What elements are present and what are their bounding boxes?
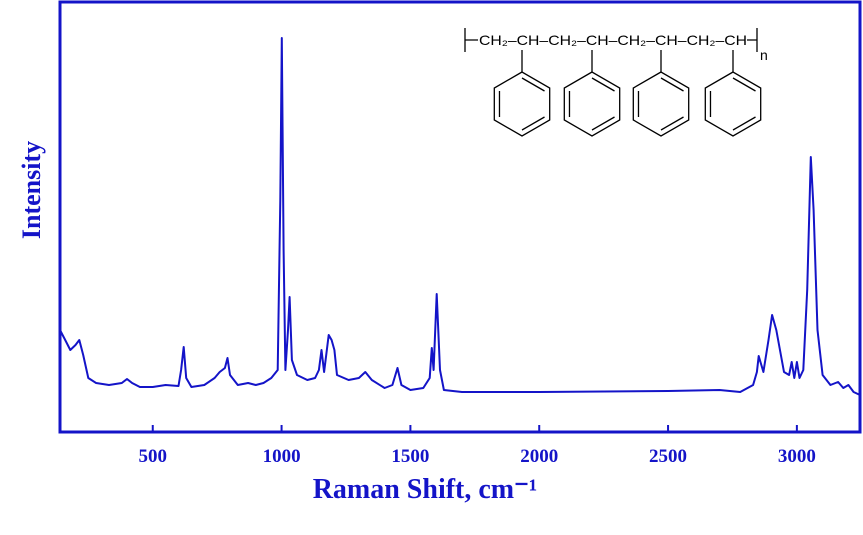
double-bond <box>591 116 615 131</box>
x-tick-label: 500 <box>139 446 168 467</box>
bracket <box>464 28 758 52</box>
double-bond <box>591 77 615 92</box>
subscript: n <box>760 47 768 63</box>
plot-frame <box>58 0 862 434</box>
spectrum-line <box>59 37 861 396</box>
double-bond <box>732 77 756 92</box>
benzene-ring <box>493 71 551 137</box>
x-tick-label: 1000 <box>263 446 301 467</box>
double-bond <box>660 77 684 92</box>
double-bond <box>521 116 545 131</box>
double-bond <box>732 116 756 131</box>
x-axis-label: Raman Shift, cm⁻¹ <box>313 474 538 505</box>
double-bond <box>521 77 545 92</box>
structure <box>464 28 762 137</box>
y-axis-label: Intensity <box>17 141 46 239</box>
benzene-ring <box>563 71 621 137</box>
chain-text: CH₂–CH–CH₂–CH–CH₂–CH–CH₂–CH <box>479 32 747 48</box>
x-tick-label: 1500 <box>391 446 429 467</box>
benzene-ring <box>632 71 690 137</box>
x-tick-label: 2500 <box>649 446 687 467</box>
x-tick-label: 2000 <box>520 446 558 467</box>
benzene-ring <box>704 71 762 137</box>
x-tick-label: 3000 <box>778 446 816 467</box>
double-bond <box>660 116 684 131</box>
